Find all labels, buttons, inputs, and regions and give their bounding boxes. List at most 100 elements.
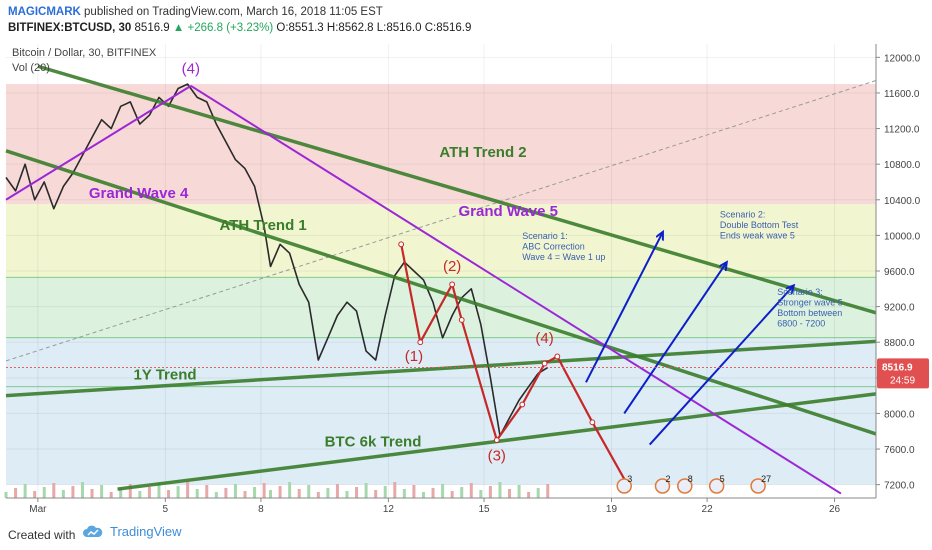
volume-bar: [431, 488, 435, 498]
x-tick-label: Mar: [29, 504, 47, 515]
event-badge: [616, 478, 632, 494]
volume-bar: [205, 485, 209, 498]
volume-bar: [469, 483, 473, 498]
volume-bar: [441, 484, 445, 498]
scenario-note-line: Stronger wave 5: [777, 298, 843, 308]
tradingview-brand: TradingView: [110, 524, 182, 539]
scenario-note-line: Scenario 3:: [777, 287, 823, 297]
scenario-arrow: [623, 263, 726, 414]
y-tick-label: 7200.0: [884, 481, 915, 492]
wave-count-label: (2): [443, 258, 461, 275]
publish-line: MAGICMARK published on TradingView.com, …: [8, 6, 383, 18]
created-with-text: Created with: [8, 528, 76, 542]
volume-bar: [233, 484, 237, 498]
volume-bar: [450, 491, 454, 498]
chart-header: MAGICMARK published on TradingView.com, …: [0, 0, 932, 40]
y-tick-label: 12000.0: [884, 53, 921, 64]
scenario-arrow: [648, 286, 793, 446]
volume-bar: [80, 482, 84, 498]
y-tick-label: 9600.0: [884, 267, 915, 278]
volume-bar: [186, 482, 190, 498]
trend-line: [5, 339, 877, 398]
symbol-name: BITFINEX:BTCUSD, 30: [8, 22, 132, 34]
y-tick-label: 11200.0: [884, 125, 920, 136]
volume-bar: [119, 488, 123, 498]
trend-label: Grand Wave 5: [459, 203, 558, 220]
author-name[interactable]: MAGICMARK: [8, 6, 81, 18]
bar-countdown-label: 24:59: [890, 375, 915, 386]
volume-bar: [214, 492, 218, 498]
chart-title: Bitcoin / Dollar, 30, BITFINEX: [12, 47, 157, 59]
last-price: 8516.9: [134, 22, 170, 34]
wave-count-label: (3): [488, 448, 506, 465]
y-tick-label: 8800.0: [884, 338, 915, 349]
event-badge: [654, 478, 671, 494]
volume-bar: [147, 487, 151, 498]
event-badge: [677, 478, 693, 494]
event-badge: [750, 478, 766, 494]
volume-bar: [33, 491, 37, 498]
price-change: ▲ +266.8 (+3.23%): [172, 22, 274, 34]
scenario-note-line: Scenario 2:: [720, 210, 766, 220]
trend-label: ATH Trend 2: [439, 144, 526, 161]
event-badge-count: 2: [665, 474, 670, 484]
scenario-note-line: ABC Correction: [522, 241, 585, 251]
volume-bar: [52, 483, 56, 498]
volume-bar: [460, 487, 464, 498]
volume-bar: [421, 492, 425, 498]
volume-bar: [278, 486, 282, 498]
volume-bar: [14, 488, 18, 498]
price-chart[interactable]: ATH Trend 2 ATH Trend 1 Grand Wave 4 Grand …: [0, 40, 932, 518]
x-tick-label: 5: [163, 504, 169, 515]
volume-bar: [109, 492, 113, 498]
abc-pivot-marker: [554, 353, 561, 360]
volume-bar: [243, 491, 247, 498]
volume-bar: [374, 490, 378, 498]
volume-bar: [498, 482, 502, 498]
volume-bar: [517, 485, 521, 498]
last-price-tag: [877, 358, 929, 389]
trend-line: [37, 64, 877, 315]
cloud-icon: [83, 525, 103, 537]
scenario-note-line: Ends weak wave 5: [720, 231, 795, 241]
abc-pivot-marker: [398, 241, 405, 248]
y-tick-label: 11600.0: [884, 89, 920, 100]
price-zone: [6, 277, 876, 338]
volume-bar: [167, 490, 171, 498]
volume-bar: [253, 487, 257, 498]
trend-label: 1Y Trend: [133, 367, 196, 384]
abc-pivot-marker: [417, 339, 424, 346]
y-tick-label: 7600.0: [884, 445, 915, 456]
volume-bar: [326, 488, 330, 498]
volume-bar: [393, 482, 397, 498]
volume-bar: [307, 485, 311, 498]
event-badge-count: 27: [761, 474, 771, 484]
volume-bar: [297, 489, 301, 498]
trend-line: [5, 149, 877, 436]
volume-bar: [546, 484, 550, 498]
x-tick-label: 26: [829, 504, 841, 515]
volume-bar: [536, 488, 540, 498]
y-tick-label: 10400.0: [884, 196, 921, 207]
abc-pivot-marker: [449, 281, 456, 288]
tradingview-logo[interactable]: TradingView: [82, 524, 182, 539]
wave-line: [5, 84, 192, 201]
price-zone: [6, 204, 876, 278]
abc-pivot-marker: [541, 360, 548, 367]
volume-bar: [71, 486, 75, 498]
wave-count-label: (4): [182, 60, 200, 77]
wave-count-label: (4): [535, 330, 553, 347]
y-tick-label: 8000.0: [884, 409, 915, 420]
y-tick-label: 10000.0: [884, 231, 921, 242]
volume-bar: [316, 492, 320, 498]
ohlc-values: O:8551.3 H:8562.8 L:8516.0 C:8516.9: [276, 22, 472, 34]
abc-pivot-marker: [519, 401, 526, 408]
volume-bar: [335, 484, 339, 498]
volume-bar: [269, 490, 273, 498]
abc-pivot-marker: [493, 437, 500, 444]
volume-bar: [224, 488, 228, 498]
wave-count-label: (1): [405, 348, 423, 365]
abc-correction-path: [400, 244, 629, 486]
x-tick-label: 19: [606, 504, 618, 515]
volume-bar: [479, 490, 483, 498]
